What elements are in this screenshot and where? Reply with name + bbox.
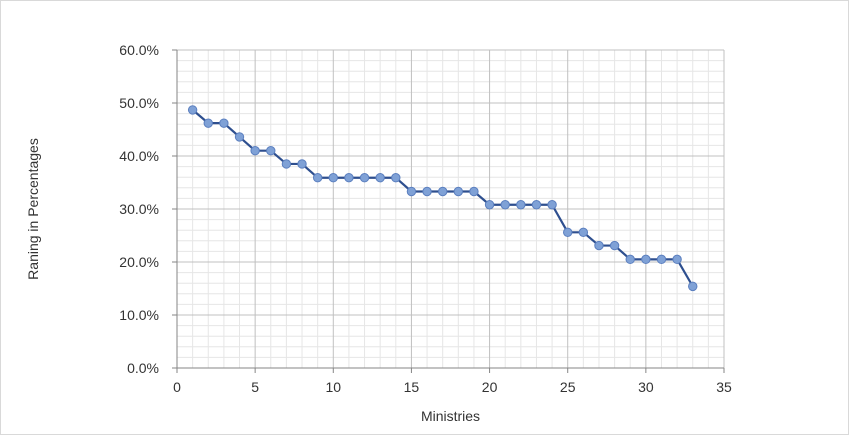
data-point (422, 186, 432, 197)
axes (172, 49, 725, 373)
data-point (484, 200, 495, 210)
x-tick-labels: 0 5 10 15 20 25 30 35 (173, 379, 732, 395)
data-point (563, 227, 573, 238)
y-axis-title: Raning in Percentages (25, 138, 41, 280)
data-point (578, 227, 589, 238)
data-point (656, 254, 667, 265)
y-tick-label: 60.0% (119, 42, 159, 58)
data-point (406, 186, 417, 197)
data-point (391, 173, 401, 183)
x-tick-label: 20 (482, 379, 498, 395)
data-point (359, 173, 370, 183)
y-tick-label: 0.0% (127, 360, 159, 376)
x-tick-label: 0 (173, 379, 181, 395)
major-grid (177, 49, 725, 368)
data-point (281, 159, 292, 169)
x-tick-label: 5 (251, 379, 259, 395)
data-point (266, 146, 276, 156)
x-tick-label: 25 (560, 379, 576, 395)
data-point (297, 159, 307, 169)
x-tick-label: 30 (638, 379, 654, 395)
y-tick-label: 10.0% (119, 307, 159, 323)
data-point (344, 173, 354, 183)
data-point (187, 105, 198, 115)
data-point (516, 200, 526, 210)
data-point (453, 186, 464, 197)
data-point (688, 281, 698, 292)
x-axis-title: Ministries (421, 408, 480, 424)
data-point (312, 173, 323, 183)
data-point (531, 200, 542, 210)
y-tick-label: 30.0% (119, 201, 159, 217)
data-point (219, 118, 229, 128)
data-point (500, 200, 510, 210)
data-point (625, 254, 635, 265)
data-point (234, 132, 245, 142)
data-point (672, 254, 682, 265)
x-tick-label: 10 (325, 379, 341, 395)
data-point (203, 118, 213, 128)
x-tick-label: 35 (716, 379, 732, 395)
y-tick-label: 20.0% (119, 254, 159, 270)
y-tick-label: 50.0% (119, 95, 159, 111)
data-point (547, 200, 557, 210)
x-tick-label: 15 (404, 379, 420, 395)
data-point (437, 186, 448, 197)
y-tick-labels: 0.0% 10.0% 20.0% 30.0% 40.0% 50.0% 60.0% (119, 42, 159, 376)
data-point (609, 240, 620, 251)
data-point (328, 173, 338, 183)
data-point (641, 254, 651, 265)
data-point (250, 146, 260, 156)
data-point (469, 186, 479, 197)
data-point (594, 240, 604, 251)
data-point (375, 173, 385, 183)
series-layer (187, 105, 698, 292)
y-tick-label: 40.0% (119, 148, 159, 164)
